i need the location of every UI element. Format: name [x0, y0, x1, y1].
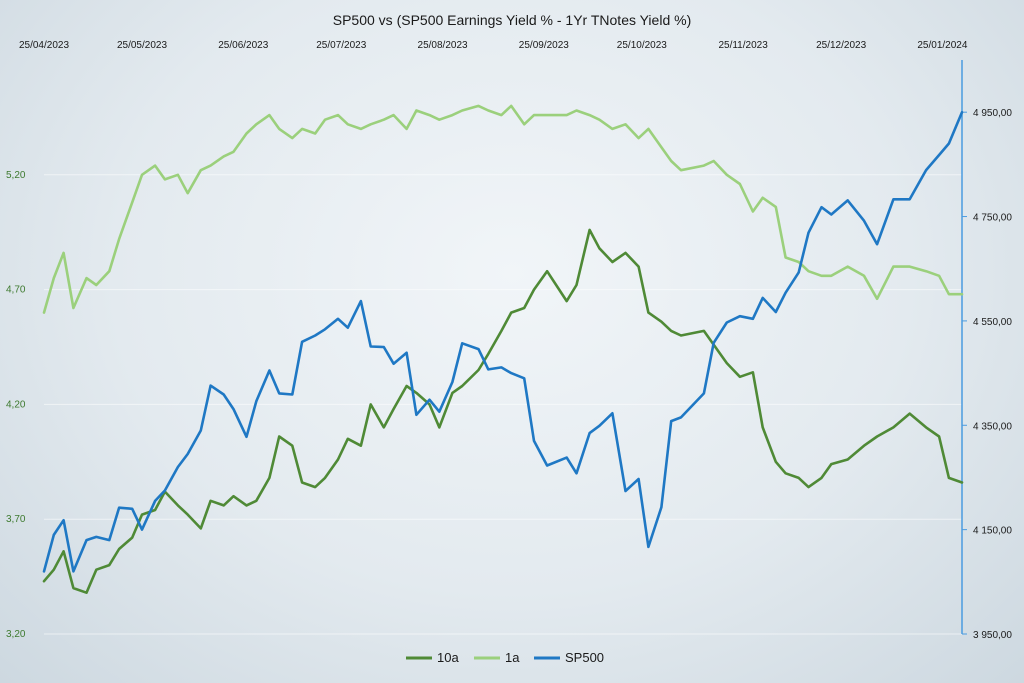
right-axis-tick-label: 3 950,00 — [973, 630, 1012, 641]
x-tick-label: 25/04/2023 — [19, 40, 69, 51]
series-line-sp500 — [42, 110, 964, 573]
series-group — [42, 104, 964, 595]
right-axis-tick-label: 4 550,00 — [973, 317, 1012, 328]
left-axis-ticks: 3,20 3,70 4,20 4,70 5,20 — [6, 170, 26, 640]
left-axis-tick-label: 5,20 — [6, 170, 26, 181]
left-axis-tick-label: 3,20 — [6, 629, 26, 640]
right-axis-tick-label: 4 950,00 — [973, 108, 1012, 119]
left-axis-tick-label: 4,20 — [6, 399, 26, 410]
x-tick-label: 25/10/2023 — [617, 40, 667, 51]
x-tick-label: 25/07/2023 — [316, 40, 366, 51]
left-axis-tick-label: 4,70 — [6, 285, 26, 296]
x-tick-label: 25/12/2023 — [816, 40, 866, 51]
right-axis-tick-label: 4 150,00 — [973, 526, 1012, 537]
x-tick-label: 25/06/2023 — [218, 40, 268, 51]
series-line-1a — [42, 104, 964, 314]
x-tick-label: 25/08/2023 — [418, 40, 468, 51]
x-tick-label: 25/11/2023 — [718, 40, 768, 51]
legend-label-1a: 1a — [505, 650, 520, 665]
x-tick-label: 25/01/2024 — [917, 40, 967, 51]
chart-title: SP500 vs (SP500 Earnings Yield % - 1Yr T… — [333, 12, 691, 28]
gridlines — [44, 174, 962, 635]
right-axis-tick-label: 4 750,00 — [973, 213, 1012, 224]
legend-label-sp500: SP500 — [565, 650, 604, 665]
x-tick-label: 25/05/2023 — [117, 40, 167, 51]
left-axis-tick-label: 3,70 — [6, 514, 26, 525]
right-axis-tick-label: 4 350,00 — [973, 421, 1012, 432]
right-axis-ticks: 3 950,00 4 150,00 4 350,00 4 550,00 4 750,00… — [962, 108, 1012, 641]
legend: 10a 1a SP500 — [406, 650, 604, 665]
x-axis-ticks: 25/04/2023 25/05/2023 25/06/2023 25/07/2023… — [19, 40, 968, 51]
x-tick-label: 25/09/2023 — [519, 40, 569, 51]
legend-label-10a: 10a — [437, 650, 459, 665]
series-line-10a — [42, 228, 964, 595]
